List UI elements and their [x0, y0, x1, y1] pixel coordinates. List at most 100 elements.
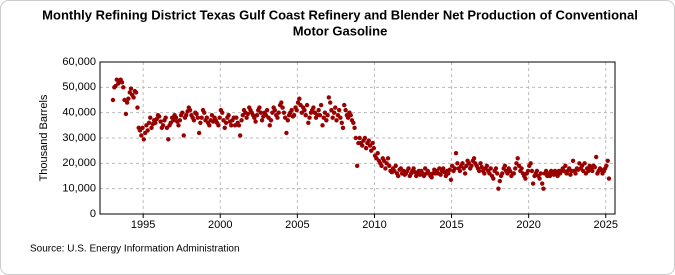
point [187, 107, 193, 113]
point [330, 115, 335, 120]
point [320, 123, 325, 128]
x-tick-label: 2025 [594, 219, 618, 231]
point [511, 171, 517, 176]
point [484, 163, 490, 169]
point [126, 96, 131, 101]
y-tick-label: 50,000 [62, 81, 96, 93]
point [342, 102, 347, 108]
point [573, 171, 578, 176]
point [515, 156, 520, 161]
source: Source: U.S. Energy Information Administ… [30, 244, 240, 255]
point [199, 115, 204, 120]
point [502, 163, 508, 169]
point [340, 125, 346, 131]
point [366, 138, 371, 143]
point [525, 168, 531, 174]
point [194, 111, 199, 117]
point [462, 171, 468, 176]
point [360, 143, 365, 148]
point [237, 133, 243, 138]
point [216, 123, 221, 128]
point [297, 96, 302, 101]
point [362, 135, 368, 141]
point [471, 156, 477, 161]
point [497, 178, 503, 184]
point [452, 166, 457, 171]
point [496, 186, 501, 191]
point [223, 120, 229, 126]
point [357, 135, 362, 141]
point [605, 158, 610, 163]
point [244, 115, 249, 120]
point [513, 166, 518, 171]
point [333, 105, 338, 110]
point [593, 154, 599, 160]
point [264, 107, 270, 113]
point [411, 166, 416, 171]
point [493, 166, 499, 171]
point [268, 118, 274, 123]
point [202, 110, 207, 115]
point [280, 105, 285, 110]
point [540, 181, 545, 186]
point [119, 80, 125, 85]
point [149, 125, 154, 131]
point [385, 156, 391, 161]
point [153, 120, 158, 126]
point [457, 168, 463, 174]
point [324, 118, 329, 123]
point [528, 161, 533, 166]
point [348, 113, 353, 118]
point [393, 163, 398, 169]
point [145, 128, 150, 133]
point [259, 118, 265, 123]
point [217, 115, 222, 120]
point [478, 161, 483, 166]
point [131, 95, 136, 100]
point [537, 176, 542, 181]
point [289, 107, 294, 113]
point [284, 130, 289, 136]
point [204, 115, 210, 120]
point [371, 145, 377, 151]
point [220, 110, 225, 115]
plot-border [99, 61, 616, 215]
point [140, 125, 145, 131]
point [236, 123, 242, 128]
point [336, 107, 342, 113]
y-tick-label: 60,000 [62, 56, 96, 68]
point [141, 137, 146, 142]
point [304, 102, 310, 108]
point [257, 105, 262, 110]
point [328, 100, 333, 105]
point [229, 123, 234, 128]
point [406, 166, 411, 171]
point [363, 145, 369, 151]
y-axis-label: Thousand Barrels [38, 94, 50, 181]
point [606, 176, 612, 181]
point [338, 115, 343, 120]
point [303, 113, 308, 118]
point [326, 95, 332, 100]
point [180, 110, 185, 115]
point [568, 172, 573, 177]
point [351, 120, 356, 126]
y-tick-label: 30,000 [62, 132, 96, 144]
chart-title: Motor Gasoline [293, 23, 388, 38]
point [239, 118, 244, 123]
point [491, 176, 496, 181]
point [254, 113, 260, 118]
point [570, 158, 576, 163]
point [494, 171, 500, 176]
point [563, 163, 568, 169]
point [353, 135, 359, 141]
point [469, 163, 474, 169]
point [541, 186, 546, 191]
point [447, 167, 452, 172]
point [479, 164, 484, 170]
point [582, 161, 587, 166]
point [379, 163, 384, 169]
point [148, 115, 153, 120]
point [196, 130, 202, 136]
